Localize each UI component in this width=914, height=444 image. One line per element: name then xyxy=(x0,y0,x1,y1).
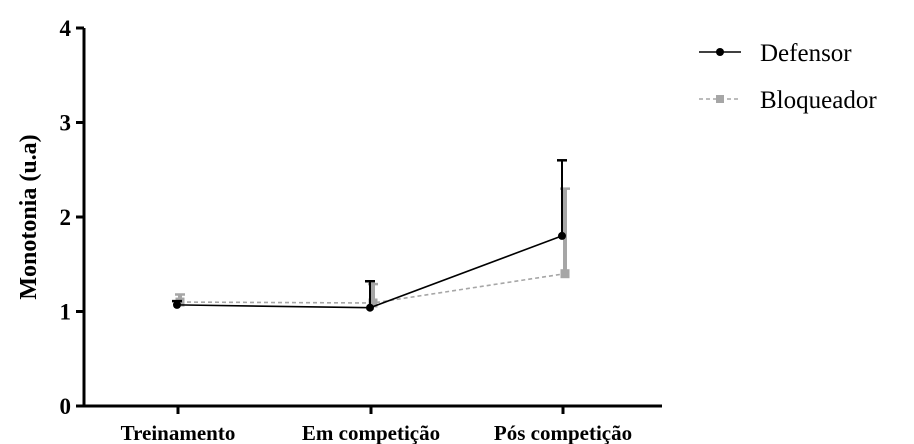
legend-label-defensor: Defensor xyxy=(760,40,852,67)
legend-marker-defensor xyxy=(716,48,724,56)
y-tick-label: 1 xyxy=(60,300,72,325)
y-tick-label: 2 xyxy=(60,205,72,230)
series-line-bloqueador xyxy=(179,272,566,304)
data-point-bloqueador xyxy=(560,269,570,279)
x-tick-label: Pós competição xyxy=(494,421,632,444)
data-point-bloqueador xyxy=(368,298,378,308)
data-point-defensor xyxy=(366,303,374,312)
y-tick-label: 0 xyxy=(60,394,72,419)
legend-marker-bloqueador xyxy=(716,95,724,103)
legend-label-bloqueador: Bloqueador xyxy=(760,87,877,114)
y-tick-label: 3 xyxy=(60,111,72,136)
x-tick-label: Em competição xyxy=(302,421,440,444)
data-point-defensor xyxy=(558,231,566,240)
x-tick-label: Treinamento xyxy=(121,421,236,444)
y-tick-label: 4 xyxy=(60,16,72,41)
y-axis-title: Monotonia (u.a) xyxy=(16,134,42,299)
data-point-defensor xyxy=(173,300,181,309)
